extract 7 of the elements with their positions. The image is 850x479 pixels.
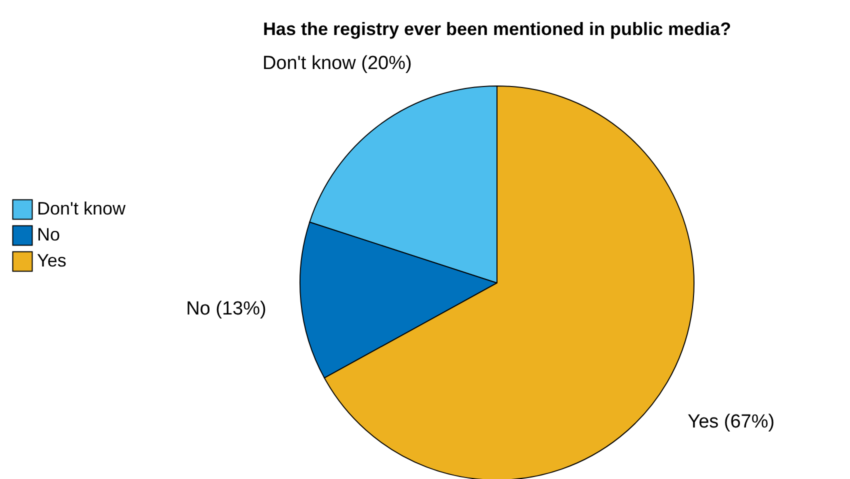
data-label: Yes (67%): [688, 411, 775, 432]
data-label: Don't know (20%): [262, 52, 412, 74]
legend-label: Don't know: [37, 198, 126, 218]
chart-title: Has the registry ever been mentioned in public media?: [262, 18, 732, 39]
legend-label: Yes: [37, 250, 66, 270]
legend-label: No: [37, 224, 60, 244]
data-label: No (13%): [186, 298, 266, 320]
